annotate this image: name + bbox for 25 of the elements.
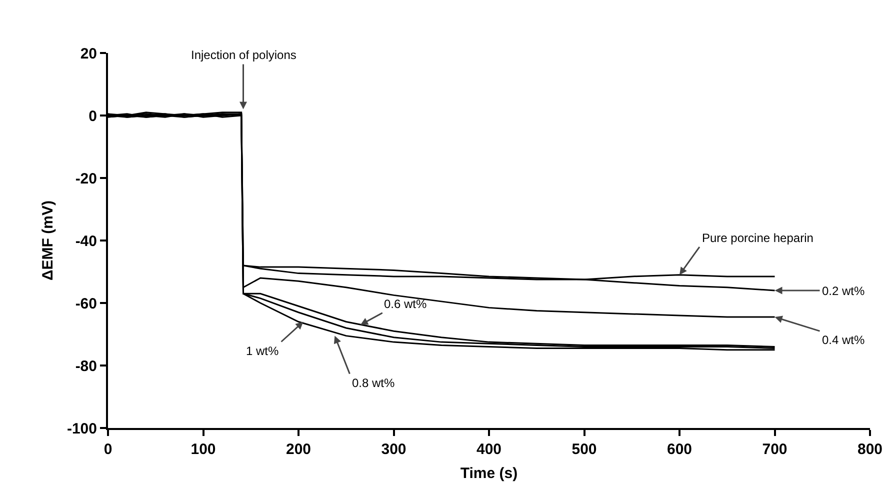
annotation: 0.6 wt% (384, 297, 428, 311)
x-tick-label: 800 (857, 441, 883, 458)
y-tick-label: -40 (75, 232, 97, 250)
annotation: Injection of polyions (191, 48, 296, 62)
x-tick-label: 0 (104, 441, 112, 458)
x-tick-label: 200 (286, 441, 312, 458)
y-tick-label: -100 (66, 420, 97, 438)
y-axis-title: ΔEMF (mV) (40, 200, 57, 280)
y-tick-label: -80 (75, 358, 97, 375)
annotation: 0.2 wt% (822, 284, 866, 298)
y-tick-label: -20 (75, 170, 97, 188)
x-tick-label: 400 (476, 441, 502, 458)
y-tick-label: 0 (88, 108, 97, 125)
x-tick-label: 600 (666, 441, 692, 458)
annotation: 0.4 wt% (822, 333, 866, 347)
x-tick-label: 500 (572, 441, 597, 458)
x-axis-title: Time (s) (460, 465, 518, 482)
x-tick-label: 700 (762, 441, 788, 458)
y-tick-label: 20 (80, 45, 97, 62)
annotation: Pure porcine heparin (702, 231, 814, 245)
annotation: 1 wt% (246, 344, 280, 358)
x-tick-label: 100 (190, 441, 216, 458)
y-tick-label: -60 (75, 295, 97, 312)
annotation: 0.8 wt% (352, 376, 396, 390)
x-tick-label: 300 (381, 441, 406, 458)
